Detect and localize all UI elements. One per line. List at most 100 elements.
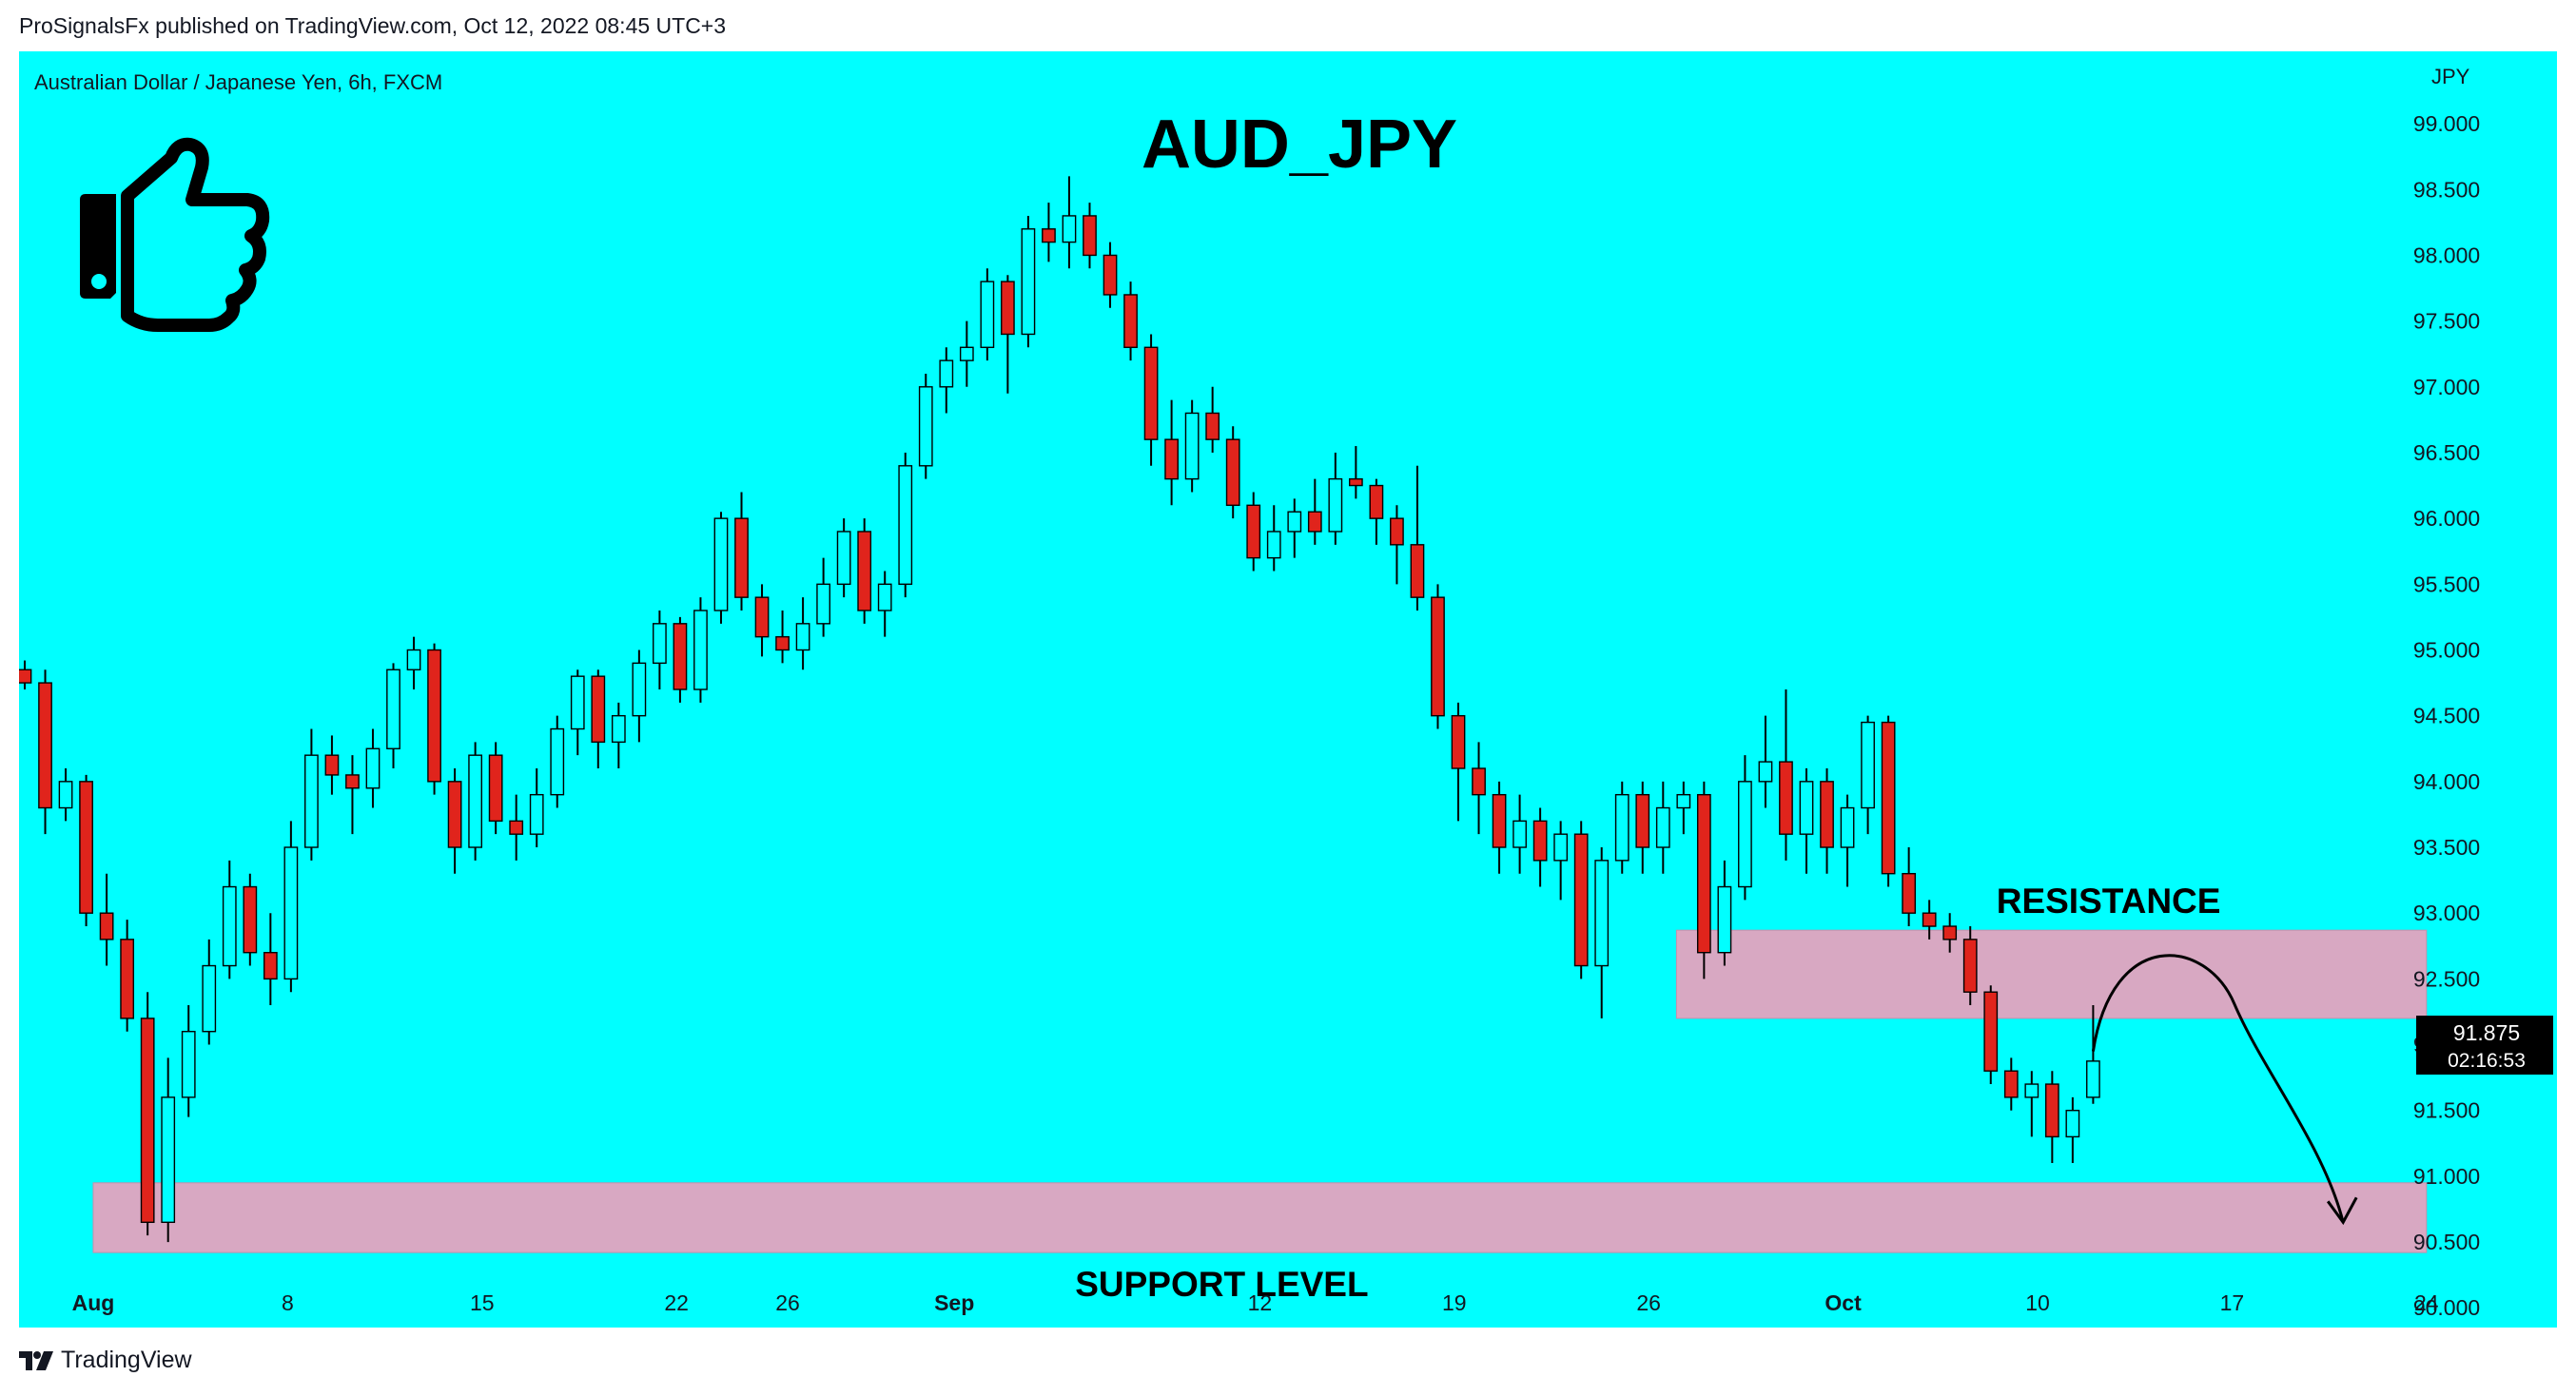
candle-bull xyxy=(550,727,565,796)
candle-bear xyxy=(1696,793,1711,954)
candle-bull xyxy=(816,583,830,625)
candle-bear xyxy=(1123,294,1138,348)
candle-bear xyxy=(1942,925,1958,940)
candle-bear xyxy=(1042,228,1056,243)
candle-bull xyxy=(1614,793,1630,862)
candle-bear xyxy=(857,531,872,611)
candle-bear xyxy=(1246,504,1261,559)
candle-bear xyxy=(79,781,93,914)
y-tick-label: 93.000 xyxy=(2413,901,2480,925)
candle-bear xyxy=(1431,596,1445,717)
candle-bear xyxy=(1881,721,1896,875)
candle-bull xyxy=(1758,761,1773,783)
x-tick-label: 8 xyxy=(282,1290,294,1315)
y-tick-label: 93.500 xyxy=(2413,835,2480,860)
x-tick-label: Sep xyxy=(934,1290,974,1315)
candlestick-chart[interactable]: RESISTANCE SUPPORT LEVEL Aug 8 15 22 26 Sep 12 1… xyxy=(19,51,2557,1328)
publisher-line: ProSignalsFx published on TradingView.co… xyxy=(19,13,727,38)
candle-bear xyxy=(1779,761,1793,835)
candle-bull xyxy=(1287,511,1302,533)
candle-bull xyxy=(611,714,626,744)
candle-bear xyxy=(509,820,524,835)
candle-bull xyxy=(529,793,544,835)
candle-bear xyxy=(673,623,688,690)
x-tick-label: 22 xyxy=(664,1290,689,1315)
candle-bear xyxy=(2044,1083,2059,1138)
candle-bull xyxy=(1676,793,1691,809)
x-tick-label: 12 xyxy=(1248,1290,1273,1315)
y-tick-label: 94.500 xyxy=(2413,704,2480,728)
candle-bull xyxy=(898,465,913,586)
resistance-label: RESISTANCE xyxy=(1997,882,2221,921)
candle-bear xyxy=(38,682,52,809)
candle-bear xyxy=(1410,544,1425,598)
y-tick-label: 95.000 xyxy=(2413,637,2480,662)
y-tick-label: 91.500 xyxy=(2413,1098,2480,1123)
candle-bear xyxy=(140,1018,155,1224)
candle-bull xyxy=(2024,1083,2039,1098)
support-zone xyxy=(92,1182,2428,1253)
candle-bull xyxy=(795,623,810,651)
footer-brand[interactable]: TradingView xyxy=(61,1347,192,1373)
current-price-tag: 91.875 02:16:53 xyxy=(2416,1016,2553,1075)
y-tick-label: 90.000 xyxy=(2413,1295,2480,1320)
candles-layer xyxy=(19,176,2100,1243)
candle-bear xyxy=(1635,793,1650,848)
candle-bear xyxy=(1205,412,1220,440)
y-tick-label: 97.000 xyxy=(2413,375,2480,399)
candle-bull xyxy=(2065,1110,2080,1138)
candle-bear xyxy=(1390,517,1404,546)
tradingview-logo-icon[interactable] xyxy=(19,1350,53,1370)
candle-bear xyxy=(1472,767,1486,796)
candle-bull xyxy=(468,754,483,848)
candle-bear xyxy=(1369,484,1384,519)
chart-background xyxy=(19,51,2557,1328)
x-axis: Aug 8 15 22 26 Sep 12 19 26 Oct 10 17 24 xyxy=(72,1290,2439,1315)
candle-bull xyxy=(1840,806,1855,848)
candle-bear xyxy=(19,669,32,684)
candle-bear xyxy=(1083,215,1097,257)
candle-bull xyxy=(1717,885,1732,954)
candle-bear xyxy=(1962,939,1978,993)
candle-bear xyxy=(1902,872,1917,914)
y-axis[interactable]: 99.000 98.500 98.000 97.500 97.000 96.500 96.0… xyxy=(2413,111,2480,1320)
arrowhead-icon xyxy=(2326,1196,2358,1226)
y-tick-label: 98.500 xyxy=(2413,177,2480,202)
candle-bull xyxy=(693,610,708,690)
candle-bull xyxy=(222,885,237,967)
y-tick-label: 95.500 xyxy=(2413,572,2480,596)
candle-bear xyxy=(1348,477,1363,487)
candle-bull xyxy=(1861,721,1875,809)
candle-bear xyxy=(1492,793,1507,848)
candle-bull xyxy=(939,359,954,388)
candle-bear xyxy=(1922,912,1937,927)
currency-label: JPY xyxy=(2431,65,2470,88)
x-tick-label: 26 xyxy=(775,1290,800,1315)
candle-bull xyxy=(202,964,217,1033)
x-tick-label: 19 xyxy=(1442,1290,1467,1315)
candle-bull xyxy=(1328,477,1343,533)
candle-bull xyxy=(836,531,851,586)
candle-bull xyxy=(1799,781,1814,835)
y-tick-label: 97.500 xyxy=(2413,309,2480,334)
candle-bull xyxy=(632,662,647,717)
candle-bear xyxy=(120,939,135,1019)
chart-title: AUD_JPY xyxy=(1142,107,1457,183)
projection-arrow xyxy=(2091,954,2358,1226)
candle-bear xyxy=(1225,438,1240,507)
candle-bull xyxy=(713,517,729,611)
chart-area[interactable]: RESISTANCE SUPPORT LEVEL Aug 8 15 22 26 Sep 12 1… xyxy=(19,51,2557,1328)
candle-bull xyxy=(1062,215,1077,243)
candle-bull xyxy=(181,1031,196,1098)
candle-bear xyxy=(324,754,340,776)
candle-bear xyxy=(99,912,114,940)
y-tick-label: 91.000 xyxy=(2413,1164,2480,1189)
candle-bull xyxy=(653,623,667,665)
candle-bull xyxy=(980,281,995,348)
x-tick-label: 26 xyxy=(1636,1290,1661,1315)
candle-bear xyxy=(447,781,462,848)
current-price-label: 91.875 xyxy=(2453,1020,2520,1045)
y-tick-label: 94.000 xyxy=(2413,769,2480,794)
candle-bear xyxy=(1143,346,1159,440)
candle-bull xyxy=(406,649,421,670)
